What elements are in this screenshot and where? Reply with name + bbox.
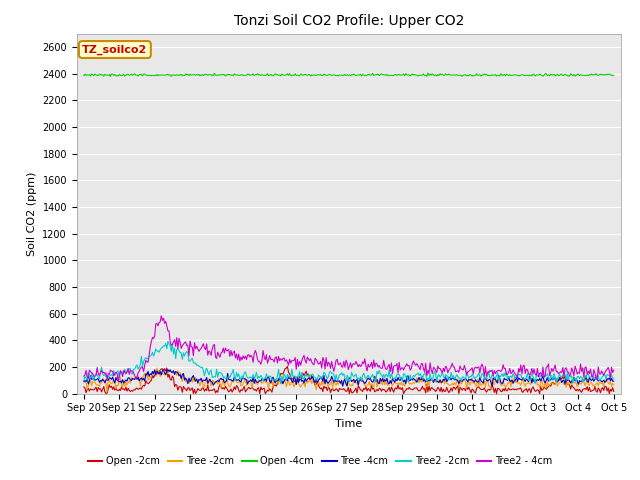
Legend: Open -2cm, Tree -2cm, Open -4cm, Tree -4cm, Tree2 -2cm, Tree2 - 4cm: Open -2cm, Tree -2cm, Open -4cm, Tree -4… [84, 453, 556, 470]
X-axis label: Time: Time [335, 419, 362, 429]
Title: Tonzi Soil CO2 Profile: Upper CO2: Tonzi Soil CO2 Profile: Upper CO2 [234, 14, 464, 28]
Y-axis label: Soil CO2 (ppm): Soil CO2 (ppm) [27, 171, 36, 256]
Text: TZ_soilco2: TZ_soilco2 [82, 44, 147, 55]
